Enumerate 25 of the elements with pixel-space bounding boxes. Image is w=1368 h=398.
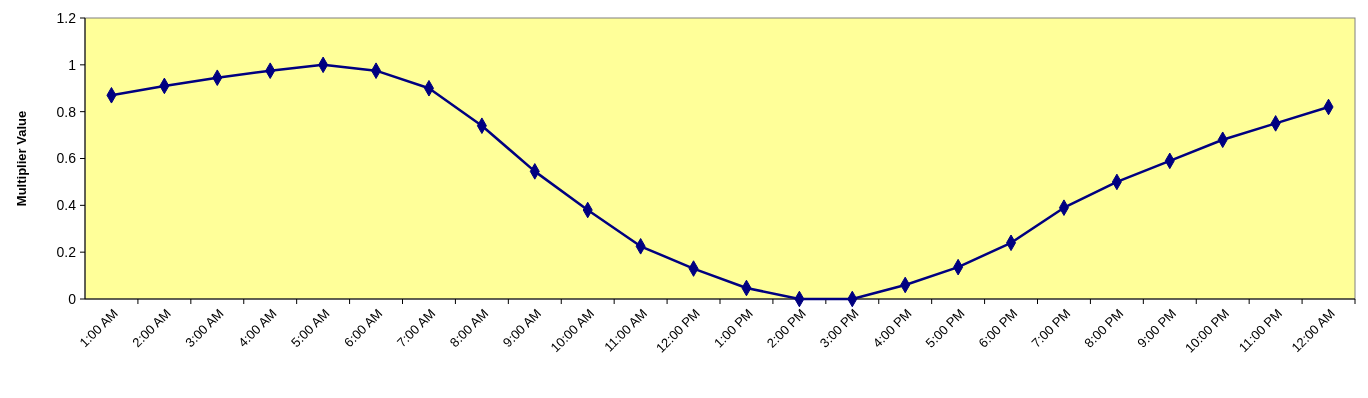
x-tick-label: 4:00 PM xyxy=(869,305,915,351)
x-tick-label: 6:00 AM xyxy=(341,305,386,351)
x-tick-label: 3:00 PM xyxy=(816,305,862,351)
x-tick-label: 9:00 PM xyxy=(1134,305,1180,351)
x-tick-label: 1:00 AM xyxy=(76,305,121,351)
y-tick-label: 0 xyxy=(68,290,77,307)
x-tick-label: 7:00 AM xyxy=(393,305,439,351)
y-tick-label: 0.8 xyxy=(56,103,77,120)
x-tick-label: 8:00 AM xyxy=(446,305,492,351)
x-tick-label: 4:00 AM xyxy=(235,305,280,351)
x-tick-label: 3:00 AM xyxy=(182,305,227,351)
x-tick-label: 1:00 PM xyxy=(710,305,756,351)
x-tick-label: 8:00 PM xyxy=(1081,305,1127,351)
x-tick-label: 9:00 AM xyxy=(499,305,545,351)
y-tick-label: 0.2 xyxy=(56,244,77,261)
x-tick-label: 5:00 AM xyxy=(288,305,333,351)
x-tick-label: 6:00 PM xyxy=(975,305,1021,351)
y-tick-label: 1.2 xyxy=(56,9,77,26)
y-tick-label: 1 xyxy=(68,56,77,73)
x-tick-label: 2:00 PM xyxy=(763,305,809,351)
x-tick-label: 5:00 PM xyxy=(922,305,968,351)
y-tick-label: 0.6 xyxy=(56,150,77,167)
y-tick-label: 0.4 xyxy=(56,197,77,214)
y-axis-title: Multiplier Value xyxy=(14,110,29,207)
x-tick-label: 7:00 PM xyxy=(1028,305,1074,351)
